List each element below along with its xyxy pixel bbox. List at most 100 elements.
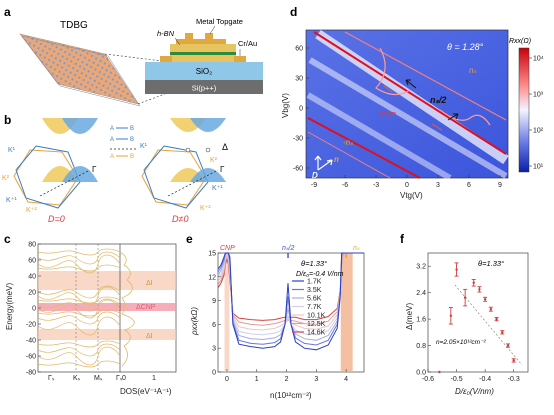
gap-label-top: ΔⅠ — [146, 280, 153, 287]
k2-label-right: K² — [210, 157, 218, 164]
dos-curve — [119, 251, 135, 367]
ab-b1: B — [130, 126, 134, 132]
gap-node-1 — [185, 147, 191, 153]
gap-xtick-label: -0.5 — [451, 376, 463, 383]
panel-f: f 3.2 2.4 1.6 0.8 0.0 -0.6 -0.5 -0.4 -0.3 θ=1.3… — [400, 232, 529, 396]
band-curve — [37, 286, 121, 306]
band-curve — [37, 340, 121, 348]
kt-gamma2: Γₛ — [116, 375, 123, 382]
legend-label: 14.6K — [307, 330, 326, 337]
feature-curve-1 — [375, 47, 411, 96]
arrow-black-2 — [447, 113, 459, 121]
colorbar-title: Rxx(Ω) — [509, 38, 531, 45]
k1-label-right: K¹ — [140, 143, 148, 150]
band-curve — [37, 309, 121, 317]
k1p-label-left: K⁺¹ — [6, 197, 17, 204]
d-n-axes-icon — [314, 155, 333, 171]
rho-ytick-label: 12 — [208, 274, 216, 281]
rho-ytick-label: 9 — [212, 298, 216, 305]
sio2-layer — [145, 62, 263, 80]
k2-label-left: K² — [2, 175, 10, 182]
ns2-top-label: nₛ/2 — [282, 245, 294, 252]
gap-ytick-label: 3.2 — [416, 264, 426, 271]
d-axis-annot: D — [312, 171, 318, 180]
dirac-cone-top-2 — [62, 118, 98, 134]
ns-annot: nₛ — [469, 66, 477, 75]
kt-gamma1: Γₛ — [48, 375, 55, 382]
legend-label: 7.7K — [307, 304, 322, 311]
rho-curves — [217, 251, 364, 351]
gamma-dash-line-right — [167, 169, 219, 197]
legend-label: 12.5K — [307, 321, 326, 328]
arrow-black-1 — [405, 79, 417, 89]
gap-plot-frame — [427, 252, 529, 373]
rho-plot-frame — [217, 252, 365, 373]
tdbg-lattice-sheet — [19, 33, 139, 105]
cnp-top-label: CNP — [220, 245, 235, 252]
gap-node-2 — [205, 147, 211, 153]
map-xtick-label: 6 — [467, 182, 471, 189]
panel-a: a TDBG Si(p++) SiO₂ h-BN Metal Topgate C… — [4, 5, 263, 107]
legend-label: 3.5K — [307, 287, 322, 294]
neg-ns-annot: -nₛ — [343, 138, 354, 147]
rho-xtick-label: 4 — [344, 376, 348, 383]
graphene-layer — [170, 52, 236, 55]
theta-label-f: θ=1.33° — [478, 259, 504, 268]
gap-ytick-label: 1.6 — [416, 317, 426, 324]
vtg-axis-label: Vtg(V) — [400, 191, 423, 200]
gap-point — [483, 298, 487, 301]
gap-point — [478, 288, 481, 291]
gamma-label-left: Γ — [92, 165, 97, 174]
band-ytick-label: 0 — [32, 306, 36, 313]
dos-axis-label: DOS(eV⁻¹A⁻¹) — [120, 387, 172, 396]
band-curve — [37, 296, 121, 304]
dirac-cone-bottom-2 — [62, 166, 98, 182]
band-curve — [37, 360, 121, 368]
density-label-f: n=2.05×10¹²cm⁻² — [436, 339, 487, 346]
gap-ytick-label: 0.0 — [416, 370, 426, 377]
gap-ytick-label: 0.8 — [416, 343, 426, 350]
arrow-red-1 — [383, 85, 393, 93]
ab-stacking-legend: A B A B A B — [110, 126, 136, 160]
gap-point — [472, 281, 475, 284]
rho-ytick-label: 0 — [212, 370, 216, 377]
topgate-label: Metal Topgate — [196, 17, 243, 26]
panel-e-label: e — [186, 232, 193, 246]
band-curve — [37, 346, 121, 366]
band-curve — [37, 248, 121, 256]
ab-b3: B — [130, 154, 134, 160]
bz-diagram-dnonzero: Δ Γ K¹ K² K⁺¹ K⁺² D≠0 — [140, 118, 228, 224]
band-curve — [37, 254, 121, 274]
band-curve — [37, 251, 121, 265]
energy-axis-label: Energy(meV) — [5, 283, 14, 330]
band-curve — [37, 316, 121, 336]
map-yticks: 60 30 0 -30 -60 — [293, 46, 309, 173]
cnp-line-bottom — [307, 117, 421, 179]
ns-neg-band — [306, 92, 452, 181]
cnp-shade — [224, 253, 230, 372]
colorbar-tick-label: 10³ — [533, 92, 544, 99]
rho-xtick-label: 1 — [255, 376, 259, 383]
band-curve — [37, 264, 121, 272]
band-ytick-label: 40 — [28, 274, 36, 281]
k1-label-left: K¹ — [8, 147, 16, 154]
band-ytick-label: -60 — [26, 354, 36, 361]
gap-xtick-label: -0.4 — [479, 376, 491, 383]
gate-lead-1 — [185, 33, 193, 39]
gap-point — [449, 314, 453, 318]
gapped-cone-top-2 — [190, 118, 226, 132]
k1p-label-right: K⁺¹ — [212, 185, 223, 192]
colorbar-tick-label: 10¹ — [533, 164, 544, 171]
panel-a-label: a — [4, 5, 11, 19]
ns2-annot: nₛ/2 — [430, 95, 446, 105]
map-xticks: -9 -6 -3 0 3 6 9 — [311, 175, 502, 189]
map-xtick-label: -3 — [373, 182, 379, 189]
dos-tick-0: 0 — [122, 375, 126, 382]
theta-label-d: θ = 1.28° — [447, 42, 484, 52]
gap-bottom-shade — [38, 329, 176, 340]
band-curve — [37, 343, 121, 357]
map-xtick-label: -6 — [342, 182, 348, 189]
tdbg-lattice-edge — [21, 35, 141, 107]
gap-point — [463, 296, 467, 299]
